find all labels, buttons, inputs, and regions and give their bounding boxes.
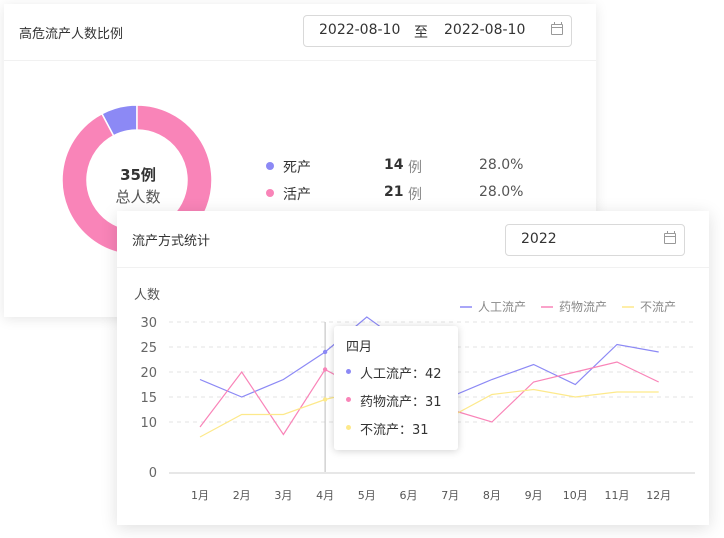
legend-count: 14 [384, 157, 404, 173]
calendar-icon[interactable] [664, 231, 676, 244]
tooltip-text: 不流产：31 [360, 423, 429, 438]
legend-unit: 例 [408, 187, 422, 203]
legend-item-stillbirth: 死产 14 例 28.0% [266, 157, 566, 177]
y-tick-label: 20 [140, 366, 157, 381]
calendar-icon[interactable] [551, 22, 563, 35]
legend-name: 死产 [283, 160, 311, 176]
x-tick-label: 2月 [233, 489, 251, 502]
year-picker[interactable]: 2022 [505, 224, 685, 256]
series-point-0 [322, 349, 328, 355]
x-tick-label: 6月 [400, 489, 418, 502]
tooltip-dot [346, 397, 351, 402]
date-range-picker[interactable]: 2022-08-10 至 2022-08-10 [303, 15, 572, 47]
x-tick-label: 9月 [525, 489, 543, 502]
y-tick-label: 0 [149, 466, 157, 481]
x-tick-label: 7月 [441, 489, 459, 502]
card-header: 高危流产人数比例 2022-08-10 至 2022-08-10 [4, 4, 596, 61]
date-range-separator: 至 [414, 25, 428, 41]
x-tick-label: 3月 [274, 489, 292, 502]
y-axis-label: 人数 [134, 288, 160, 303]
series-point-1 [322, 367, 328, 372]
legend-label-1[interactable]: 药物流产 [559, 300, 607, 314]
y-tick-label: 25 [140, 341, 157, 356]
x-tick-label: 1月 [191, 489, 209, 502]
card-header: 流产方式统计 2022 [117, 211, 709, 268]
x-tick-label: 12月 [646, 489, 671, 502]
card-title: 流产方式统计 [132, 234, 211, 249]
legend-unit: 例 [408, 160, 422, 176]
card-title: 高危流产人数比例 [19, 27, 124, 42]
x-tick-label: 10月 [563, 489, 588, 502]
donut-total-value: 35例 [120, 166, 156, 184]
tooltip-dot [346, 425, 351, 430]
tooltip-title: 四月 [346, 340, 373, 355]
legend-percent: 28.0% [479, 184, 524, 200]
donut-total-label: 总人数 [115, 188, 161, 206]
y-tick-label: 15 [140, 391, 157, 406]
legend-percent: 28.0% [479, 157, 524, 173]
end-date[interactable]: 2022-08-10 [444, 22, 526, 38]
tooltip-dot [346, 369, 351, 374]
legend-label-0[interactable]: 人工流产 [478, 300, 526, 314]
series-point-2 [322, 397, 328, 402]
chart-tooltip: 四月 人工流产：42 药物流产：31 不流产：31 [334, 326, 458, 450]
abortion-method-card: 流产方式统计 2022 人数 30 25 20 15 10 0 1月 2月 3月 4月 5月 6月 7月 8… [117, 211, 709, 525]
tooltip-text: 人工流产：42 [360, 367, 442, 382]
y-tick-label: 30 [140, 316, 157, 331]
legend-label-2[interactable]: 不流产 [640, 300, 676, 314]
start-date[interactable]: 2022-08-10 [319, 22, 401, 38]
legend-name: 活产 [283, 187, 311, 203]
legend-item-live-birth: 活产 21 例 28.0% [266, 184, 566, 204]
year-value[interactable]: 2022 [521, 231, 557, 247]
x-tick-label: 11月 [605, 489, 630, 502]
legend-dot [266, 162, 274, 170]
x-tick-label: 4月 [316, 489, 334, 502]
x-tick-label: 5月 [358, 489, 376, 502]
tooltip-text: 药物流产：31 [360, 395, 442, 410]
legend-count: 21 [384, 184, 404, 200]
legend-dot [266, 189, 274, 197]
x-tick-label: 8月 [483, 489, 501, 502]
y-tick-label: 10 [140, 416, 157, 431]
